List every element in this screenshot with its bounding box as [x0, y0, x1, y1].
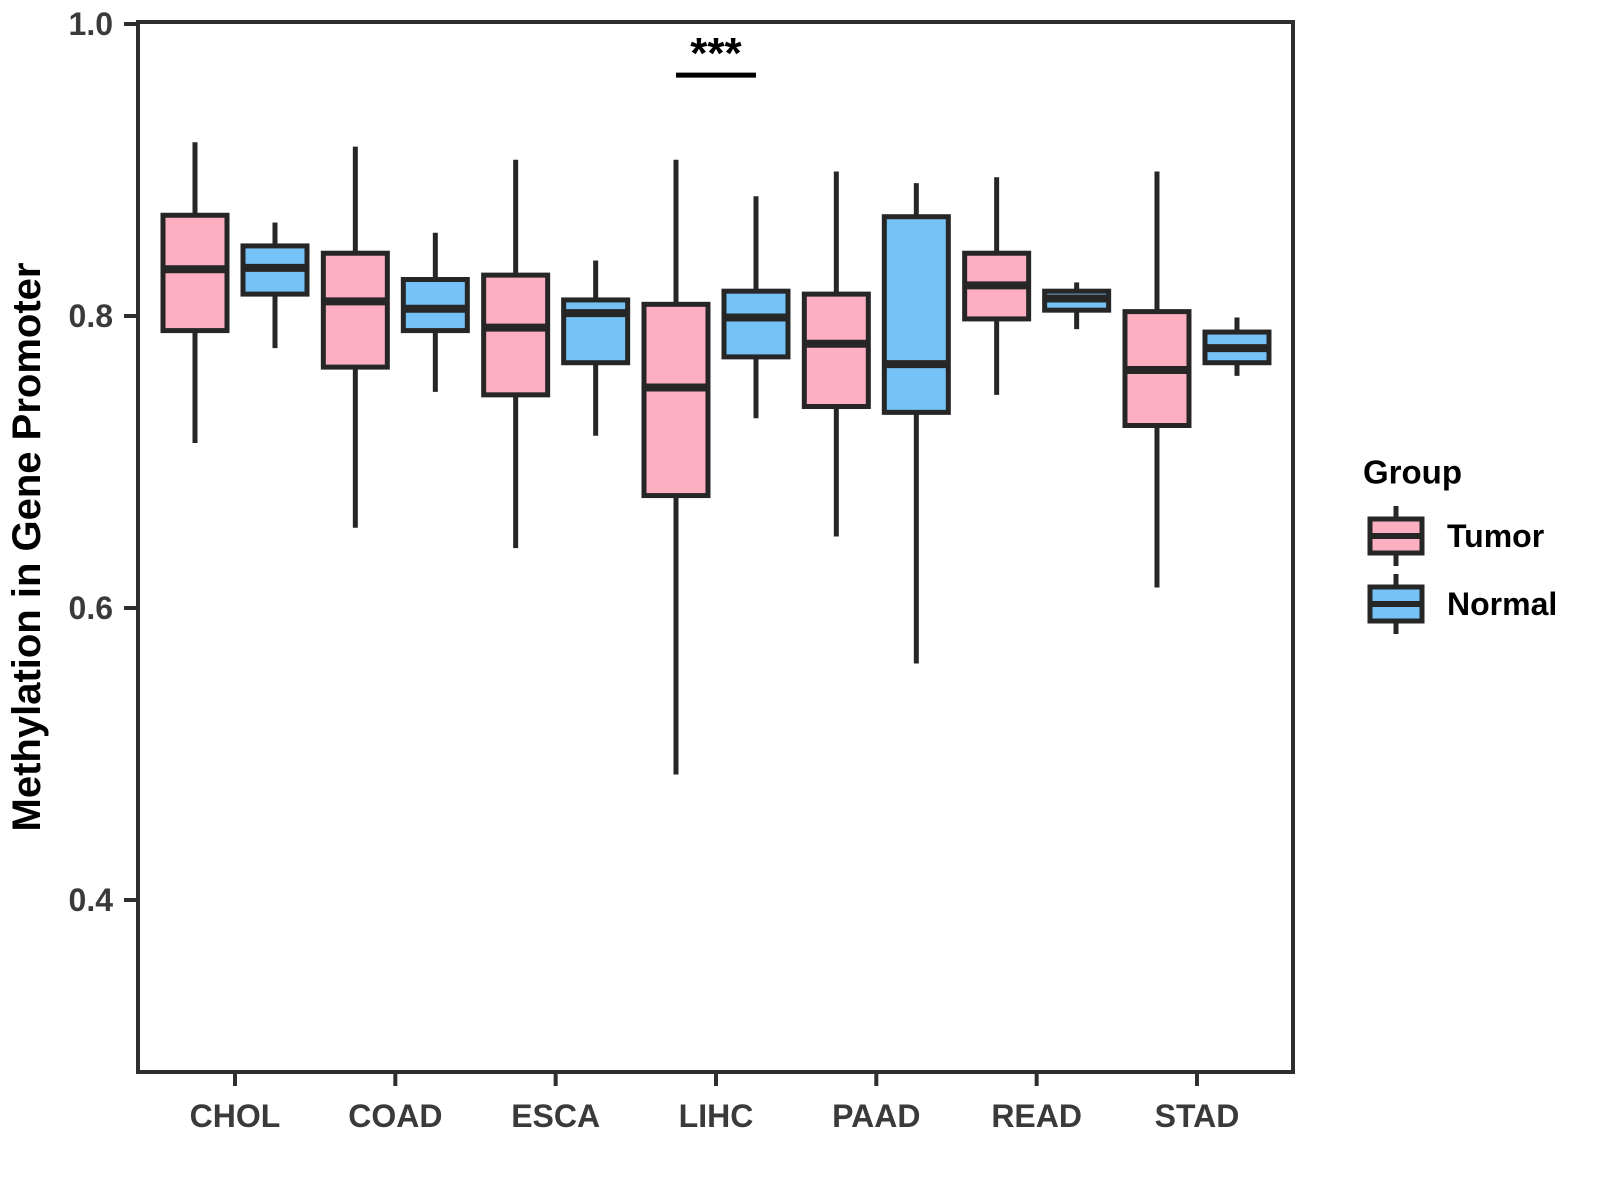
x-tick-label: CHOL: [190, 1098, 281, 1134]
box-esca-normal: [561, 260, 631, 436]
box-paad-normal: [881, 183, 951, 664]
x-tick-label: STAD: [1155, 1098, 1240, 1134]
iqr-box: [481, 272, 551, 398]
box-paad-tumor: [801, 171, 871, 537]
y-tick-label: 1.0: [69, 6, 113, 42]
legend: Group Tumor Normal: [1363, 454, 1557, 634]
legend-label: Normal: [1447, 586, 1557, 622]
legend-entry-tumor: Tumor: [1367, 506, 1544, 566]
y-axis-title: Methylation in Gene Promoter: [5, 263, 49, 832]
iqr-box: [721, 288, 791, 360]
legend-entry-normal: Normal: [1367, 574, 1557, 634]
x-tick-label: READ: [991, 1098, 1082, 1134]
legend-title: Group: [1363, 454, 1462, 491]
box-lihc-normal: [721, 196, 791, 419]
box-esca-tumor: [481, 159, 551, 549]
y-axis: 1.0 0.8 0.6 0.4: [69, 6, 138, 918]
box-chol-normal: [240, 222, 310, 349]
significance-stars: ***: [690, 29, 742, 78]
y-tick-label: 0.6: [69, 590, 113, 626]
box-coad-tumor: [320, 146, 390, 528]
y-tick-label: 0.4: [69, 882, 114, 918]
iqr-box: [320, 250, 390, 370]
iqr-box: [881, 214, 951, 415]
box-read-tumor: [962, 177, 1032, 395]
x-tick-label: LIHC: [679, 1098, 754, 1134]
y-tick-label: 0.8: [69, 298, 113, 334]
box-chol-tumor: [160, 142, 230, 444]
significance-annotation: ***: [675, 29, 756, 78]
box-read-normal: [1042, 282, 1112, 330]
x-tick-label: PAAD: [832, 1098, 920, 1134]
x-tick-label: ESCA: [511, 1098, 600, 1134]
iqr-box: [801, 291, 871, 410]
legend-label: Tumor: [1447, 518, 1544, 554]
box-stad-normal: [1202, 317, 1272, 376]
box-stad-tumor: [1122, 171, 1192, 588]
x-tick-label: COAD: [348, 1098, 442, 1134]
box-coad-normal: [400, 232, 470, 392]
iqr-box: [641, 301, 711, 499]
x-axis: CHOL COAD ESCA LIHC PAAD READ STAD: [190, 1072, 1240, 1134]
box-lihc-tumor: [641, 159, 711, 775]
